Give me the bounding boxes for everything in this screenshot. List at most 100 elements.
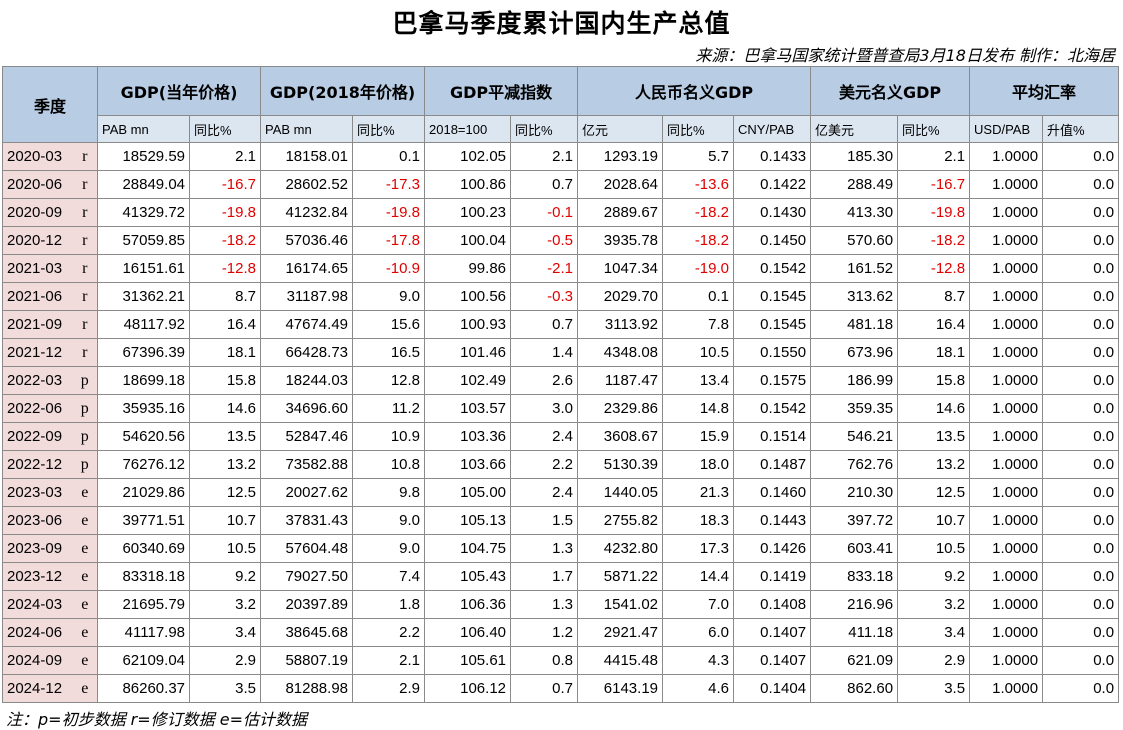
cell: 2329.86: [577, 394, 664, 423]
cell: 0.0: [1042, 478, 1120, 507]
cell: 1440.05: [577, 478, 664, 507]
cell: 102.49: [424, 366, 512, 395]
cell: 106.36: [424, 590, 512, 619]
cell: 18529.59: [97, 142, 191, 171]
cell: 186.99: [810, 366, 899, 395]
cell: -0.3: [510, 282, 579, 311]
cell: 103.36: [424, 422, 512, 451]
source: 来源：巴拿马国家统计暨普查局3月18日发布 制作：北海居: [695, 46, 1115, 65]
cell: 16174.65: [260, 254, 354, 283]
cell: 100.56: [424, 282, 512, 311]
cell: 105.61: [424, 646, 512, 675]
cell: 1047.34: [577, 254, 664, 283]
table-row: 2021-12 r 67396.39 18.1 66428.73 16.5 101.46 1.…: [2, 338, 1120, 367]
cell: 6.0: [662, 618, 735, 647]
subheader: 同比%: [897, 115, 971, 143]
cell: -12.8: [897, 254, 971, 283]
group-row: 季度 GDP(当年价格) GDP(2018年价格) GDP平减指数 人民币名义GDP 美元…: [1, 66, 1120, 143]
cell: 31187.98: [260, 282, 354, 311]
cell: 37831.43: [260, 506, 354, 535]
cell: 762.76: [810, 450, 899, 479]
cell: 3608.67: [577, 422, 664, 451]
cell: 0.0: [1042, 338, 1120, 367]
table-body: 2020-03 r 18529.59 2.1 18158.01 0.1 102.05 2.1 1…: [2, 142, 1120, 703]
subheader: 同比%: [189, 115, 262, 143]
table-row: 2022-06 p 35935.16 14.6 34696.60 11.2 103.57 3.…: [2, 394, 1120, 423]
cell: 9.2: [897, 562, 971, 591]
cell: 0.1545: [733, 282, 812, 311]
subheader-row: PAB mn 同比% PAB mn 同比% 2018=100 同比% 亿元 同比% CNY/PA…: [3, 115, 1120, 143]
subheader: CNY/PAB: [733, 115, 812, 143]
cell: 73582.88: [260, 450, 354, 479]
cell: -18.2: [897, 226, 971, 255]
subheader: 同比%: [510, 115, 579, 143]
cell: 1.0000: [969, 310, 1044, 339]
cell: 0.7: [510, 674, 579, 703]
cell: 7.0: [662, 590, 735, 619]
cell: 481.18: [810, 310, 899, 339]
cell: 18.3: [662, 506, 735, 535]
cell: 603.41: [810, 534, 899, 563]
cell: -19.8: [189, 198, 262, 227]
cell: 13.5: [189, 422, 262, 451]
data-flag: e: [72, 618, 99, 647]
cell: 1.0000: [969, 450, 1044, 479]
cell: 546.21: [810, 422, 899, 451]
cell: 4232.80: [577, 534, 664, 563]
cell: 359.35: [810, 394, 899, 423]
subheader: 同比%: [662, 115, 735, 143]
cell: 11.2: [352, 394, 426, 423]
table-row: 2024-12 e 86260.37 3.5 81288.98 2.9 106.12 0.7 6…: [2, 674, 1120, 703]
cell: -18.2: [189, 226, 262, 255]
cell: 0.0: [1042, 198, 1120, 227]
cell: 3.2: [897, 590, 971, 619]
group-header: 人民币名义GDP: [577, 66, 812, 116]
cell: 100.86: [424, 170, 512, 199]
table-row: 2020-12 r 57059.85 -18.2 57036.46 -17.8 100.04…: [2, 226, 1120, 255]
table-row: 2020-06 r 28849.04 -16.7 28602.52 -17.3 100.86…: [2, 170, 1120, 199]
period: 2023-09: [2, 534, 73, 563]
cell: 10.5: [189, 534, 262, 563]
table-row: 2023-03 e 21029.86 12.5 20027.62 9.8 105.00 2.4…: [2, 478, 1120, 507]
period: 2021-09: [2, 310, 73, 339]
table-row: 2021-03 r 16151.61 -12.8 16174.65 -10.9 99.86-…: [2, 254, 1120, 283]
cell: 13.5: [897, 422, 971, 451]
cell: -0.5: [510, 226, 579, 255]
cell: 9.8: [352, 478, 426, 507]
cell: 1.0000: [969, 562, 1044, 591]
group-header: GDP(当年价格): [97, 66, 262, 116]
subheader: 升值%: [1042, 115, 1120, 143]
cell: 2.6: [510, 366, 579, 395]
data-flag: p: [72, 366, 99, 395]
cell: 413.30: [810, 198, 899, 227]
data-flag: e: [72, 478, 99, 507]
data-table: 季度 GDP(当年价格) GDP(2018年价格) GDP平减指数 人民币名义GDP 美元…: [1, 66, 1120, 703]
cell: 0.0: [1042, 394, 1120, 423]
cell: 0.1450: [733, 226, 812, 255]
cell: 16.5: [352, 338, 426, 367]
cell: 1.0000: [969, 394, 1044, 423]
cell: 2.9: [189, 646, 262, 675]
table-head: 季度 GDP(当年价格) GDP(2018年价格) GDP平减指数 人民币名义GDP 美元…: [1, 66, 1120, 143]
cell: 52847.46: [260, 422, 354, 451]
cell: 0.7: [510, 310, 579, 339]
cell: 1.0000: [969, 282, 1044, 311]
cell: 288.49: [810, 170, 899, 199]
data-flag: r: [72, 282, 99, 311]
period: 2021-12: [2, 338, 73, 367]
cell: 8.7: [189, 282, 262, 311]
cell: 0.0: [1042, 506, 1120, 535]
cell: 10.7: [189, 506, 262, 535]
cell: 2.1: [352, 646, 426, 675]
data-flag: r: [72, 226, 99, 255]
cell: 76276.12: [97, 450, 191, 479]
cell: -19.8: [352, 198, 426, 227]
cell: 2.9: [352, 674, 426, 703]
cell: 1.4: [510, 338, 579, 367]
cell: 3.4: [189, 618, 262, 647]
cell: 35935.16: [97, 394, 191, 423]
cell: 0.1542: [733, 394, 812, 423]
cell: 4.6: [662, 674, 735, 703]
cell: 79027.50: [260, 562, 354, 591]
cell: 100.23: [424, 198, 512, 227]
